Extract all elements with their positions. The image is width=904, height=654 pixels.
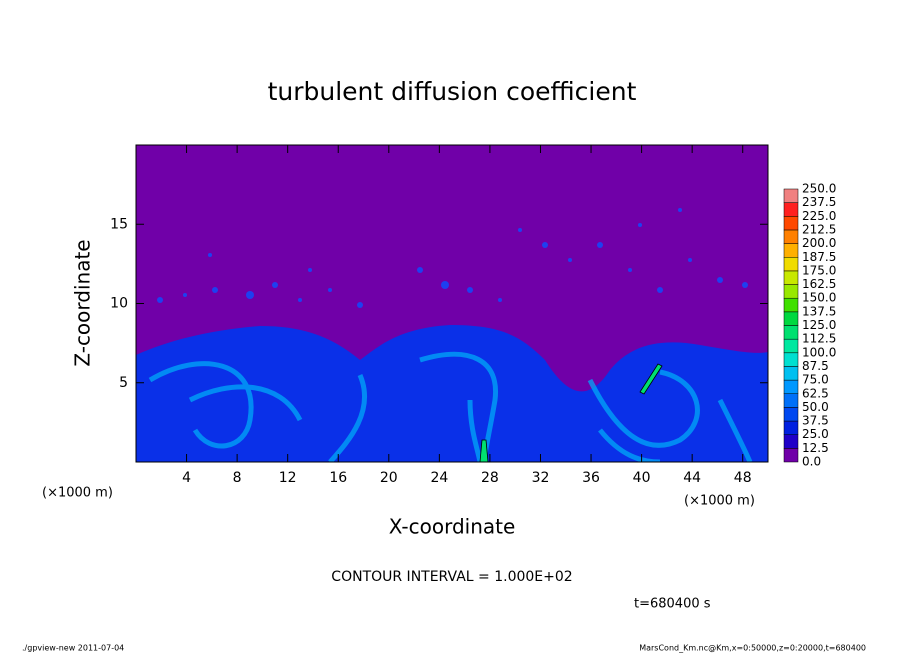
colorbar-box bbox=[783, 229, 799, 244]
x-tick-label: 44 bbox=[683, 470, 701, 486]
x-tick-label: 48 bbox=[734, 470, 752, 486]
colorbar-box bbox=[783, 243, 799, 258]
colorbar-label: 175.0 bbox=[802, 263, 836, 277]
x-tick-label: 16 bbox=[329, 470, 347, 486]
y-axis-label: Z-coordinate bbox=[71, 239, 95, 366]
colorbar-label: 200.0 bbox=[802, 236, 836, 250]
colorbar-box bbox=[783, 216, 799, 231]
colorbar-label: 25.0 bbox=[802, 427, 829, 441]
colorbar-label: 87.5 bbox=[802, 359, 829, 373]
x-tick-label: 20 bbox=[380, 470, 398, 486]
colorbar-label: 100.0 bbox=[802, 345, 836, 359]
x-axis-label: X-coordinate bbox=[389, 515, 516, 539]
colorbar-box bbox=[783, 311, 799, 326]
x-unit-label: (×1000 m) bbox=[684, 494, 755, 509]
x-tick-label: 12 bbox=[279, 470, 297, 486]
colorbar-label: 62.5 bbox=[802, 386, 829, 400]
colorbar-label: 250.0 bbox=[802, 182, 836, 196]
y-tick-label: 5 bbox=[119, 375, 128, 391]
colorbar-box bbox=[783, 270, 799, 285]
colorbar-label: 75.0 bbox=[802, 373, 829, 387]
colorbar-box bbox=[783, 448, 799, 463]
chart-title: turbulent diffusion coefficient bbox=[268, 77, 637, 106]
colorbar-box bbox=[783, 434, 799, 449]
colorbar-box bbox=[783, 257, 799, 272]
colorbar-label: 225.0 bbox=[802, 209, 836, 223]
colorbar-label: 125.0 bbox=[802, 318, 836, 332]
x-tick-label: 4 bbox=[182, 470, 191, 486]
streak bbox=[639, 363, 663, 395]
colorbar-box bbox=[783, 352, 799, 367]
colorbar-box bbox=[783, 202, 799, 217]
colorbar-box bbox=[783, 393, 799, 408]
colorbar-box bbox=[783, 325, 799, 340]
scattered-cells bbox=[157, 208, 748, 308]
colorbar-label: 150.0 bbox=[802, 291, 836, 305]
turbulent-layer bbox=[136, 325, 768, 462]
x-tick-label: 24 bbox=[430, 470, 448, 486]
colorbar-box bbox=[783, 284, 799, 299]
time-label: t=680400 s bbox=[634, 597, 711, 612]
colorbar-box bbox=[783, 338, 799, 354]
footer-right: MarsCond_Km.nc@Km,x=0:50000,z=0:20000,t=… bbox=[639, 644, 866, 653]
colorbar-box bbox=[783, 366, 799, 381]
x-tick-label: 36 bbox=[582, 470, 600, 486]
x-tick-label: 40 bbox=[633, 470, 651, 486]
colorbar-box bbox=[783, 297, 799, 313]
colorbar-box bbox=[783, 188, 799, 203]
contour-interval: CONTOUR INTERVAL = 1.000E+02 bbox=[331, 569, 572, 585]
colorbar-box bbox=[783, 407, 799, 422]
x-tick-label: 28 bbox=[481, 470, 499, 486]
plume bbox=[479, 439, 489, 462]
footer-left: ./gpview-new 2011-07-04 bbox=[22, 644, 124, 653]
colorbar-box bbox=[783, 420, 799, 435]
colorbar-label: 137.5 bbox=[802, 304, 836, 318]
colorbar-label: 0.0 bbox=[802, 455, 821, 469]
field bbox=[136, 145, 768, 462]
y-tick-label: 10 bbox=[110, 296, 128, 312]
colorbar-label: 212.5 bbox=[802, 222, 836, 236]
y-unit-label: (×1000 m) bbox=[42, 486, 113, 501]
colorbar-label: 237.5 bbox=[802, 195, 836, 209]
colorbar-label: 37.5 bbox=[802, 414, 829, 428]
colorbar-label: 50.0 bbox=[802, 400, 829, 414]
y-tick-label: 15 bbox=[110, 216, 128, 232]
x-tick-label: 8 bbox=[233, 470, 242, 486]
colorbar-label: 12.5 bbox=[802, 441, 829, 455]
colorbar-label: 162.5 bbox=[802, 277, 836, 291]
colorbar-box bbox=[783, 379, 799, 395]
x-tick-label: 32 bbox=[532, 470, 550, 486]
colorbar-label: 187.5 bbox=[802, 250, 836, 264]
colorbar-label: 112.5 bbox=[802, 332, 836, 346]
